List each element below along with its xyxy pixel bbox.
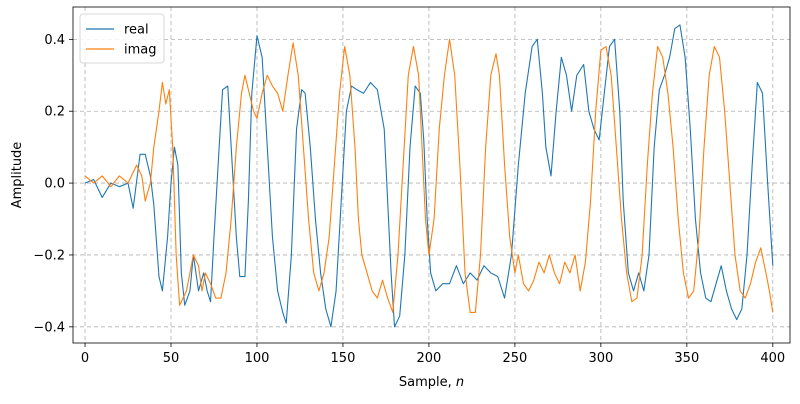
legend-label-imag: imag [124, 43, 157, 58]
x-tick-label: 50 [163, 351, 180, 366]
x-tick-label: 250 [502, 351, 527, 366]
y-tick-label: −0.2 [33, 248, 65, 263]
x-axis-label-variable: n [456, 375, 464, 390]
x-tick-label: 400 [760, 351, 785, 366]
series-line-imag [84, 38, 774, 313]
axis-ticks: 0 50 100 150 200 250 300 350 400 −0.4 −0.2 0.0 0.2 0.… [33, 33, 785, 366]
plot-frame [72, 6, 791, 344]
y-axis-label: Amplitude [10, 142, 25, 209]
x-tick-label: 300 [588, 351, 613, 366]
grid [73, 7, 790, 343]
y-tick-label: −0.4 [33, 320, 65, 335]
x-axis-label-main: Sample, [399, 375, 456, 390]
series-lines [84, 24, 774, 328]
series-line-real [84, 24, 774, 328]
x-tick-label: 100 [245, 351, 270, 366]
x-axis-label: Sample, n [399, 375, 464, 390]
legend-box [79, 13, 165, 64]
legend-label-real: real [124, 23, 149, 38]
legend: real imag [79, 13, 165, 64]
x-tick-label: 350 [674, 351, 699, 366]
y-tick-label: 0.0 [44, 177, 65, 192]
y-tick-label: 0.2 [44, 105, 65, 120]
x-tick-label: 0 [81, 351, 89, 366]
y-tick-label: 0.4 [44, 33, 65, 48]
x-tick-label: 150 [331, 351, 356, 366]
x-tick-label: 200 [417, 351, 442, 366]
